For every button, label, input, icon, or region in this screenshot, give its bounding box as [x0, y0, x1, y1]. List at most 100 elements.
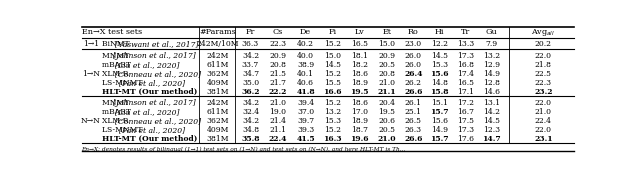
Text: 12.8: 12.8 — [483, 79, 500, 87]
Text: 15.6: 15.6 — [430, 70, 449, 78]
Text: #Params: #Params — [200, 28, 236, 36]
Text: 19.5: 19.5 — [351, 88, 369, 96]
Text: 40.2: 40.2 — [297, 40, 314, 48]
Text: 16.8: 16.8 — [458, 61, 474, 69]
Text: 21.1: 21.1 — [269, 126, 286, 134]
Text: 26.5: 26.5 — [404, 117, 422, 125]
Text: Et: Et — [383, 28, 392, 36]
Text: 38.9: 38.9 — [297, 61, 314, 69]
Text: 22.4: 22.4 — [535, 117, 552, 125]
Text: HLT-MT (Our method): HLT-MT (Our method) — [102, 134, 197, 142]
Text: 19.5: 19.5 — [378, 108, 396, 116]
Text: 32.4: 32.4 — [242, 108, 259, 116]
Text: 34.2: 34.2 — [242, 99, 259, 107]
Text: 26.6: 26.6 — [404, 134, 422, 142]
Text: 14.5: 14.5 — [483, 117, 500, 125]
Text: 26.3: 26.3 — [404, 126, 422, 134]
Text: 15.8: 15.8 — [430, 88, 449, 96]
Text: 20.6: 20.6 — [378, 117, 396, 125]
Text: 242M/10M: 242M/10M — [196, 40, 239, 48]
Text: 20.9: 20.9 — [269, 52, 286, 60]
Text: 23.1: 23.1 — [534, 134, 553, 142]
Text: 18.6: 18.6 — [351, 99, 368, 107]
Text: 14.2: 14.2 — [483, 108, 500, 116]
Text: 21.0: 21.0 — [535, 108, 552, 116]
Text: 26.6: 26.6 — [404, 88, 422, 96]
Text: 19.0: 19.0 — [269, 108, 286, 116]
Text: 26.2: 26.2 — [404, 79, 422, 87]
Text: 18.6: 18.6 — [351, 70, 368, 78]
Text: [Fan et al., 2020]: [Fan et al., 2020] — [120, 79, 186, 87]
Text: LS-MNMT: LS-MNMT — [102, 126, 145, 134]
Text: 21.7: 21.7 — [269, 79, 286, 87]
Text: Lv: Lv — [355, 28, 365, 36]
Text: Gu: Gu — [486, 28, 497, 36]
Text: 34.2: 34.2 — [242, 117, 259, 125]
Text: 22.0: 22.0 — [535, 126, 552, 134]
Text: Hi: Hi — [435, 28, 444, 36]
Text: 14.9: 14.9 — [431, 126, 448, 134]
Text: 17.1: 17.1 — [458, 88, 474, 96]
Text: 40.1: 40.1 — [297, 70, 314, 78]
Text: 33.7: 33.7 — [242, 61, 259, 69]
Text: 21.4: 21.4 — [269, 117, 286, 125]
Text: XLM-R: XLM-R — [102, 70, 131, 78]
Text: mBART: mBART — [102, 61, 133, 69]
Text: 12.9: 12.9 — [483, 61, 500, 69]
Text: Avg$_{all}$: Avg$_{all}$ — [531, 27, 556, 38]
Text: 12.3: 12.3 — [483, 126, 500, 134]
Text: 35.0: 35.0 — [242, 79, 259, 87]
Text: En→X test sets: En→X test sets — [81, 28, 141, 36]
Text: 409M: 409M — [207, 126, 229, 134]
Text: MNMT: MNMT — [102, 52, 131, 60]
Text: 25.1: 25.1 — [404, 108, 422, 116]
Text: 15.2: 15.2 — [324, 70, 341, 78]
Text: [Conneau et al., 2020]: [Conneau et al., 2020] — [115, 70, 201, 78]
Text: 26.1: 26.1 — [404, 99, 422, 107]
Text: 21.8: 21.8 — [535, 61, 552, 69]
Text: 22.3: 22.3 — [269, 40, 286, 48]
Text: 40.0: 40.0 — [297, 52, 314, 60]
Text: 13.2: 13.2 — [483, 52, 500, 60]
Text: 22.0: 22.0 — [535, 52, 552, 60]
Text: [Fan et al., 2020]: [Fan et al., 2020] — [120, 126, 186, 134]
Text: 20.8: 20.8 — [378, 70, 396, 78]
Text: 22.0: 22.0 — [535, 99, 552, 107]
Text: 13.3: 13.3 — [458, 40, 475, 48]
Text: 36.2: 36.2 — [241, 88, 260, 96]
Text: Tr: Tr — [461, 28, 470, 36]
Text: 14.8: 14.8 — [431, 79, 448, 87]
Text: 15.2: 15.2 — [324, 126, 341, 134]
Text: 21.0: 21.0 — [269, 99, 286, 107]
Text: LS-MNMT: LS-MNMT — [102, 79, 145, 87]
Text: 18.7: 18.7 — [351, 126, 368, 134]
Text: 16.6: 16.6 — [323, 88, 342, 96]
Text: 1→1: 1→1 — [83, 40, 99, 48]
Text: 22.4: 22.4 — [268, 134, 287, 142]
Text: 40.6: 40.6 — [297, 79, 314, 87]
Text: 22.5: 22.5 — [535, 70, 552, 78]
Text: 16.7: 16.7 — [458, 108, 474, 116]
Text: 13.1: 13.1 — [483, 99, 500, 107]
Text: 17.3: 17.3 — [458, 126, 474, 134]
Text: 36.3: 36.3 — [242, 40, 259, 48]
Text: 23.2: 23.2 — [534, 88, 553, 96]
Text: 41.8: 41.8 — [296, 88, 315, 96]
Text: 14.6: 14.6 — [483, 88, 500, 96]
Text: 15.5: 15.5 — [324, 79, 341, 87]
Text: 14.7: 14.7 — [482, 134, 501, 142]
Text: 1→N: 1→N — [82, 70, 100, 78]
Text: 18.9: 18.9 — [351, 79, 368, 87]
Text: 22.2: 22.2 — [268, 88, 287, 96]
Text: 15.7: 15.7 — [430, 134, 449, 142]
Text: 611M: 611M — [207, 108, 229, 116]
Text: 15.3: 15.3 — [431, 61, 448, 69]
Text: [Vaswani et al., 2017]: [Vaswani et al., 2017] — [115, 40, 198, 48]
Text: 17.0: 17.0 — [351, 108, 368, 116]
Text: 39.7: 39.7 — [297, 117, 314, 125]
Text: 23.0: 23.0 — [404, 40, 422, 48]
Text: 362M: 362M — [207, 70, 229, 78]
Text: 611M: 611M — [207, 61, 229, 69]
Text: 17.6: 17.6 — [458, 134, 474, 142]
Text: 381M: 381M — [207, 134, 229, 142]
